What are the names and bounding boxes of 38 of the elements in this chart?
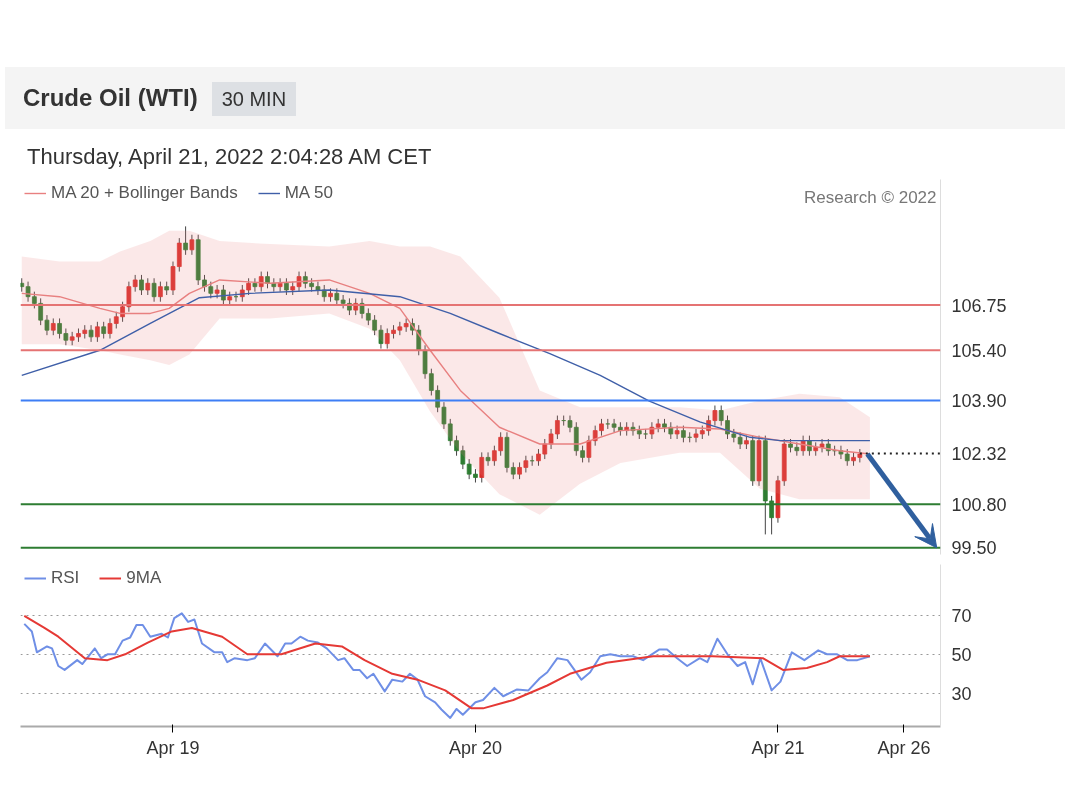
legend-label: MA 50 — [284, 183, 333, 203]
candlestick — [819, 438, 825, 453]
legend-label: RSI — [51, 568, 80, 588]
candlestick — [158, 281, 163, 303]
candlestick — [151, 277, 157, 303]
y-tick-label: 100.80 — [951, 494, 1007, 515]
y-tick-label: 106.75 — [951, 295, 1007, 316]
candlestick — [586, 435, 592, 463]
candlestick — [258, 271, 264, 293]
chart-title: Crude Oil (WTI) — [23, 84, 198, 111]
candlestick — [139, 274, 144, 296]
y-tick-label: 30 — [951, 683, 972, 704]
x-tick-label: Apr 20 — [448, 737, 502, 758]
y-tick-label: 70 — [951, 605, 972, 626]
chart-subtitle: 30 MIN — [211, 82, 297, 116]
y-tick-label: 99.50 — [951, 538, 997, 559]
candlestick — [189, 234, 195, 256]
y-tick-label: 103.90 — [951, 390, 1007, 411]
candlestick — [252, 277, 258, 293]
candlestick — [183, 225, 188, 256]
y-tick-label: 50 — [951, 644, 972, 665]
y-tick-label: 105.40 — [951, 340, 1007, 361]
text: Thursday, April 21, 2022 2:04:28 AM CET — [26, 143, 433, 172]
candlestick — [214, 284, 220, 299]
candlestick — [277, 277, 283, 293]
y-tick-label: 102.32 — [951, 443, 1007, 464]
text: Apr 26 — [877, 737, 931, 758]
candlestick — [88, 324, 94, 343]
x-tick-label: Apr 21 — [751, 737, 805, 758]
annotation: Research © 2022 — [803, 187, 937, 207]
candlestick — [403, 317, 409, 333]
candlestick — [479, 451, 485, 484]
candlestick — [485, 451, 491, 467]
x-tick-label: Apr 19 — [146, 737, 200, 758]
candlestick — [95, 321, 100, 343]
candlestick — [674, 425, 680, 440]
legend-label: MA 20 + Bollinger Bands — [51, 183, 238, 203]
legend-label: 9MA — [126, 568, 162, 588]
